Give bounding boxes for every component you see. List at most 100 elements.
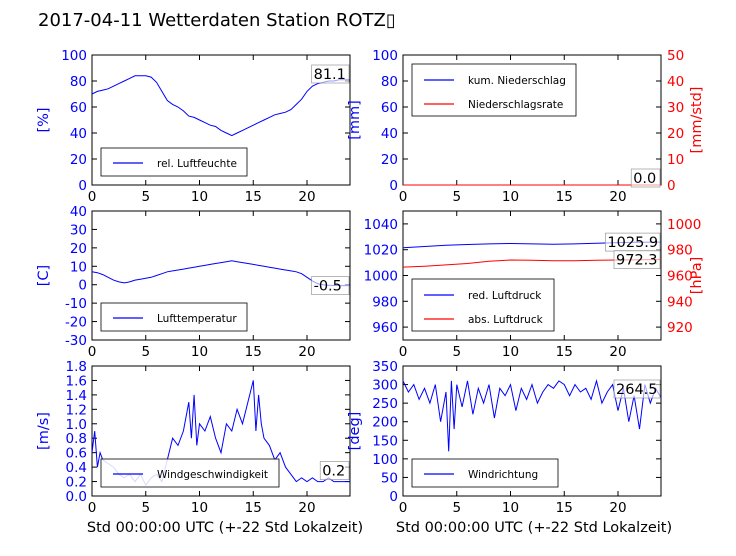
y-tick-label: 0 [78,178,87,194]
y-tick-label: 200 [372,415,398,431]
last-value-annotation: 264.5 [616,382,658,398]
annotation-box [630,168,661,188]
y-tick-label: 980 [372,294,398,310]
y2-tick-label: 960 [667,269,693,285]
y-tick-label: 20 [381,152,398,168]
legend-label: Windgeschwindigkeit [157,469,268,481]
y2-tick-label: 30 [667,100,684,116]
y-tick-label: 40 [70,126,87,142]
panel-humidity: 0 5 10 15 20 0 20 40 60 80 100 [%] rel. Luftfeuchte 8… [36,48,351,205]
last-value-annotation: 81.1 [314,67,346,83]
last-value-annotation: 972.3 [616,253,658,269]
x-tick-label: 0 [88,500,97,516]
x-axis-label-left: Std 00:00:00 UTC (+-22 Std Lokalzeit) [87,520,363,536]
y-tick-label: 10 [70,259,87,275]
x-tick-label: 15 [556,189,573,205]
y-tick-label: 1.4 [66,388,87,404]
x-axis-label-right: Std 00:00:00 UTC (+-22 Std Lokalzeit) [396,520,672,536]
x-tick-label: 20 [298,189,315,205]
x-tick-label: 5 [141,189,150,205]
y-tick-label: 1.0 [66,417,87,433]
x-tick-label: 5 [141,344,150,360]
x-tick-label: 0 [399,500,408,516]
x-tick-label: 10 [191,500,208,516]
y-tick-label: 60 [381,100,398,116]
y-tick-label: 20 [70,241,87,257]
y-tick-label: 0 [389,489,398,505]
panel-pressure: 0 5 10 15 20 960 980 1000 1020 1040 920 940 960 980 10… [364,210,705,360]
legend-label: Niederschlagsrate [468,99,563,111]
x-tick-label: 15 [245,344,262,360]
y-tick-label: -20 [65,315,87,331]
annotation-box [311,64,350,84]
x-tick-label: 20 [298,344,315,360]
y-tick-label: 0.8 [66,431,87,447]
last-value-annotation: -0.5 [314,279,342,295]
x-tick-label: 5 [141,500,150,516]
panel-temperature: 0 5 10 15 20 -30 -20 -10 0 10 20 30 40 [C] Lufttempera… [36,204,351,360]
x-tick-label: 15 [245,500,262,516]
y-tick-label: 0.0 [66,489,87,505]
y-tick-label: 350 [372,359,398,375]
y-axis-label: [m/s] [36,412,52,450]
y-tick-label: 40 [381,126,398,142]
x-tick-label: 10 [502,189,519,205]
x-tick-label: 0 [88,344,97,360]
x-tick-label: 0 [399,189,408,205]
y-tick-label: 250 [372,396,398,412]
x-tick-label: 10 [502,500,519,516]
panel-precip: 0 5 10 15 20 0 20 40 60 80 100 0 10 20 30 40 50 [mm] [mm/s… [347,48,705,205]
legend-label: abs. Luftdruck [468,314,544,326]
y2-tick-label: 40 [667,74,684,90]
y2-axis-label: [mm/std] [689,87,705,154]
y-tick-label: 1.2 [66,402,87,418]
y2-tick-label: 940 [667,294,693,310]
x-tick-label: 10 [502,344,519,360]
legend-box [100,302,248,332]
y-tick-label: -30 [65,333,87,349]
x-tick-label: 5 [452,189,461,205]
legend-label: rel. Luftfeuchte [157,158,237,170]
legend-label: kum. Niederschlag [468,75,566,87]
x-tick-label: 20 [609,344,626,360]
y-tick-label: 0 [78,278,87,294]
annotation-box [311,276,350,295]
y2-axis-label: [hPa] [689,257,705,294]
legend-box [411,63,577,117]
y-tick-label: 100 [61,48,87,64]
y-tick-label: 300 [372,378,398,394]
y-tick-label: 0.6 [66,446,87,462]
last-value-annotation: 0.2 [322,464,345,480]
y-tick-label: 1020 [364,243,398,259]
y-tick-label: 1.8 [66,359,87,375]
x-tick-label: 5 [452,500,461,516]
annotation-box [319,461,350,480]
x-tick-label: 20 [609,500,626,516]
legend-box [411,458,559,488]
last-value-annotation: 1025.9 [607,235,658,251]
x-tick-label: 0 [88,189,97,205]
legend-label: Windrichtung [468,469,538,481]
series-line-winddir-0 [402,378,662,452]
y2-tick-label: 50 [667,48,684,64]
y-tick-label: 0.2 [66,475,87,491]
x-tick-label: 20 [298,500,315,516]
y-axis-label: [deg] [347,412,363,451]
y-tick-label: 150 [372,433,398,449]
y-tick-label: 1040 [364,217,398,233]
y-tick-label: 50 [381,470,398,486]
y-tick-label: 80 [381,74,398,90]
legend-box [100,458,280,488]
y2-tick-label: 1000 [667,217,701,233]
y-tick-label: 960 [372,320,398,336]
y-tick-label: 100 [372,48,398,64]
y-tick-label: 20 [70,152,87,168]
y2-tick-label: 920 [667,320,693,336]
x-tick-label: 0 [399,344,408,360]
annotation-box [613,250,661,269]
y-tick-label: -10 [65,296,87,312]
y2-tick-label: 10 [667,152,684,168]
y-tick-label: 40 [70,204,87,220]
y-tick-label: 0.4 [66,460,87,476]
